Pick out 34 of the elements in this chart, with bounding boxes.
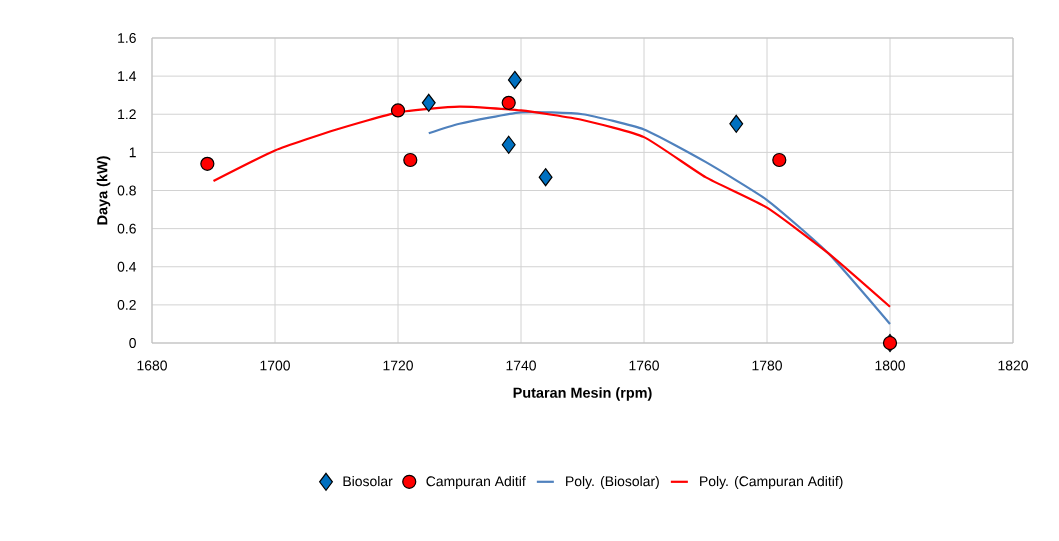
x-tick-label: 1680 — [137, 360, 167, 371]
y-tick-label: 1.6 — [118, 33, 136, 43]
x-tick-label: 1720 — [383, 360, 413, 371]
point — [200, 156, 215, 171]
point — [403, 152, 418, 168]
x-tick-label: 1740 — [506, 360, 536, 371]
x-axis-title: Putaran Mesin (rpm) — [513, 387, 652, 401]
line-series — [427, 111, 892, 326]
legend-label: Campuran Aditif — [426, 475, 526, 489]
y-tick-label: 0.6 — [117, 223, 136, 234]
point — [421, 93, 436, 112]
point — [729, 114, 744, 133]
legend-label: Poly. (Biosolar) — [566, 475, 659, 489]
y-tick-label: 0.8 — [117, 185, 136, 196]
point — [390, 103, 406, 118]
y-tick-label: 0 — [129, 338, 136, 348]
legend-label: Poly. (Campuran Aditif) — [700, 475, 843, 489]
point — [501, 135, 516, 154]
y-tick-label: 1.4 — [118, 71, 137, 81]
point — [538, 168, 553, 187]
y-tick-label: 0.4 — [117, 261, 137, 272]
x-tick-label: 1820 — [998, 360, 1028, 371]
x-tick-label: 1700 — [260, 360, 290, 371]
y-tick-label: 1 — [129, 147, 136, 158]
x-tick-label: 1760 — [629, 360, 659, 371]
x-tick-label: 1800 — [875, 360, 905, 371]
y-tick-label: 1.2 — [118, 109, 136, 120]
point — [772, 152, 787, 168]
point — [507, 70, 522, 90]
legend-label: Biosolar — [343, 475, 393, 487]
point — [501, 95, 516, 110]
y-tick-label: 0.2 — [117, 299, 136, 310]
x-tick-label: 1780 — [752, 360, 782, 371]
y-axis-title: Daya (kW) — [96, 156, 111, 225]
